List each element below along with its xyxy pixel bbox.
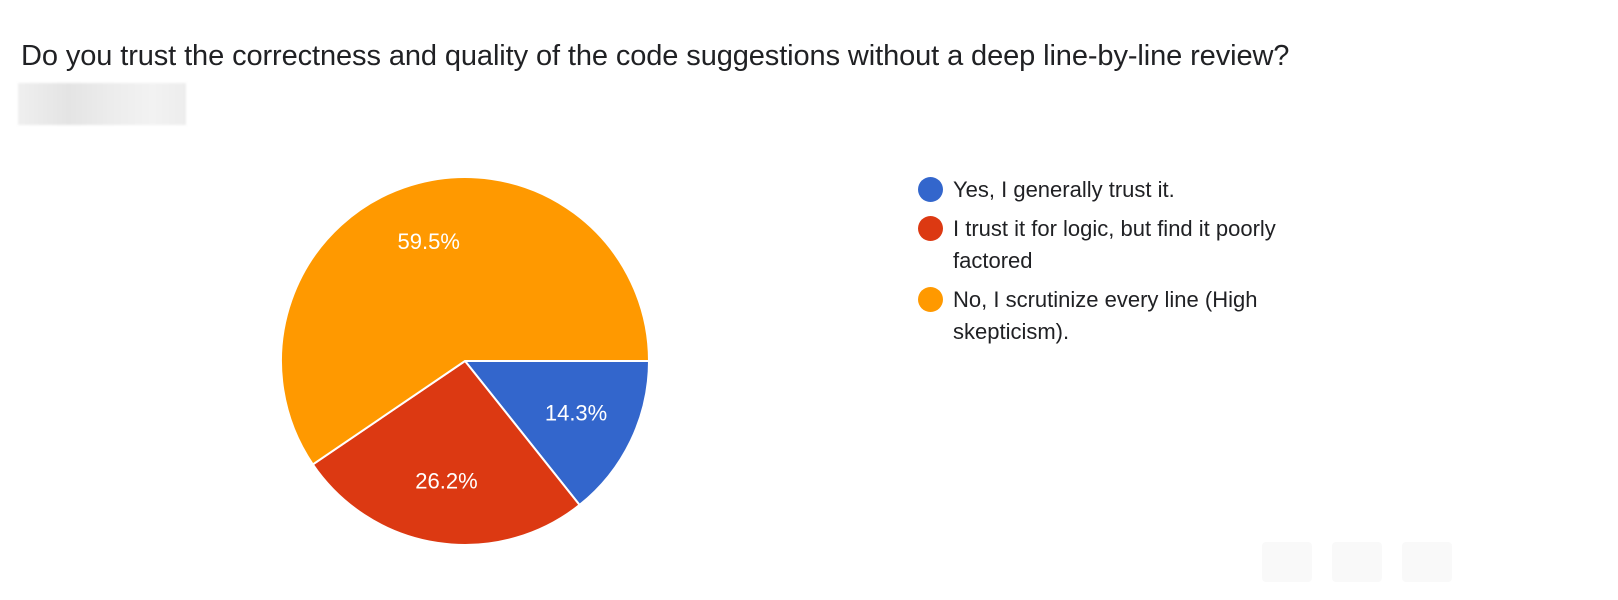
watermark-block	[1262, 542, 1312, 582]
pie-slice-no[interactable]	[280, 176, 651, 466]
legend-label-logic: I trust it for logic, but find it poorly…	[953, 216, 1276, 273]
pie-slice-yes[interactable]	[462, 360, 651, 507]
pie-slice-logic[interactable]	[311, 359, 581, 546]
pie-slices	[280, 176, 651, 546]
pie-slice-label-yes: 14.3%	[545, 400, 607, 425]
chart-legend: Yes, I generally trust it. I trust it fo…	[918, 174, 1338, 355]
watermark-block	[1332, 542, 1382, 582]
legend-swatch-no	[918, 287, 943, 312]
pie-slice-labels: 14.3% 26.2% 59.5%	[398, 229, 608, 494]
legend-item-logic[interactable]: I trust it for logic, but find it poorly…	[918, 213, 1338, 277]
pie-slice-label-logic: 26.2%	[415, 469, 477, 494]
question-title: Do you trust the correctness and quality…	[21, 40, 1290, 72]
pie-slice-label-no: 59.5%	[398, 229, 460, 254]
redacted-response-count	[18, 83, 186, 125]
legend-label-yes: Yes, I generally trust it.	[953, 177, 1175, 202]
watermark-block	[1402, 542, 1452, 582]
legend-item-no[interactable]: No, I scrutinize every line (High skepti…	[918, 284, 1338, 348]
legend-label-no: No, I scrutinize every line (High skepti…	[953, 287, 1258, 344]
legend-item-yes[interactable]: Yes, I generally trust it.	[918, 174, 1338, 206]
faded-toolbar-watermark	[1262, 542, 1452, 582]
legend-swatch-logic	[918, 216, 943, 241]
legend-swatch-yes	[918, 177, 943, 202]
